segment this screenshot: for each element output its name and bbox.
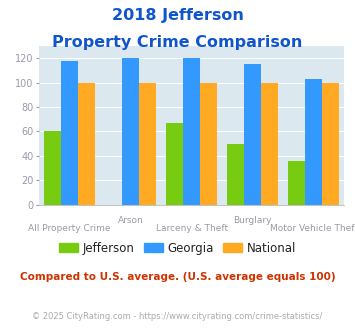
Bar (122, 58, 139, 205)
Bar (322, 83, 339, 205)
Bar (183, 58, 200, 205)
Bar (200, 83, 217, 205)
Text: 2018 Jefferson: 2018 Jefferson (111, 8, 244, 23)
Bar (78, 83, 95, 205)
Bar (261, 83, 278, 205)
Legend: Jefferson, Georgia, National: Jefferson, Georgia, National (54, 237, 301, 259)
Bar (227, 144, 244, 205)
Bar (166, 123, 183, 205)
Text: Burglary: Burglary (234, 215, 272, 225)
Text: Compared to U.S. average. (U.S. average equals 100): Compared to U.S. average. (U.S. average … (20, 272, 335, 282)
Bar (44, 131, 61, 205)
Text: Property Crime Comparison: Property Crime Comparison (52, 35, 303, 50)
Bar (61, 61, 78, 205)
Text: Motor Vehicle Theft: Motor Vehicle Theft (270, 224, 355, 233)
Bar (244, 64, 261, 205)
Bar (288, 161, 305, 205)
Bar (305, 79, 322, 205)
Text: © 2025 CityRating.com - https://www.cityrating.com/crime-statistics/: © 2025 CityRating.com - https://www.city… (32, 312, 323, 321)
Text: Larceny & Theft: Larceny & Theft (155, 224, 228, 233)
Bar (139, 83, 156, 205)
Text: All Property Crime: All Property Crime (28, 224, 111, 233)
Text: Arson: Arson (118, 215, 143, 225)
